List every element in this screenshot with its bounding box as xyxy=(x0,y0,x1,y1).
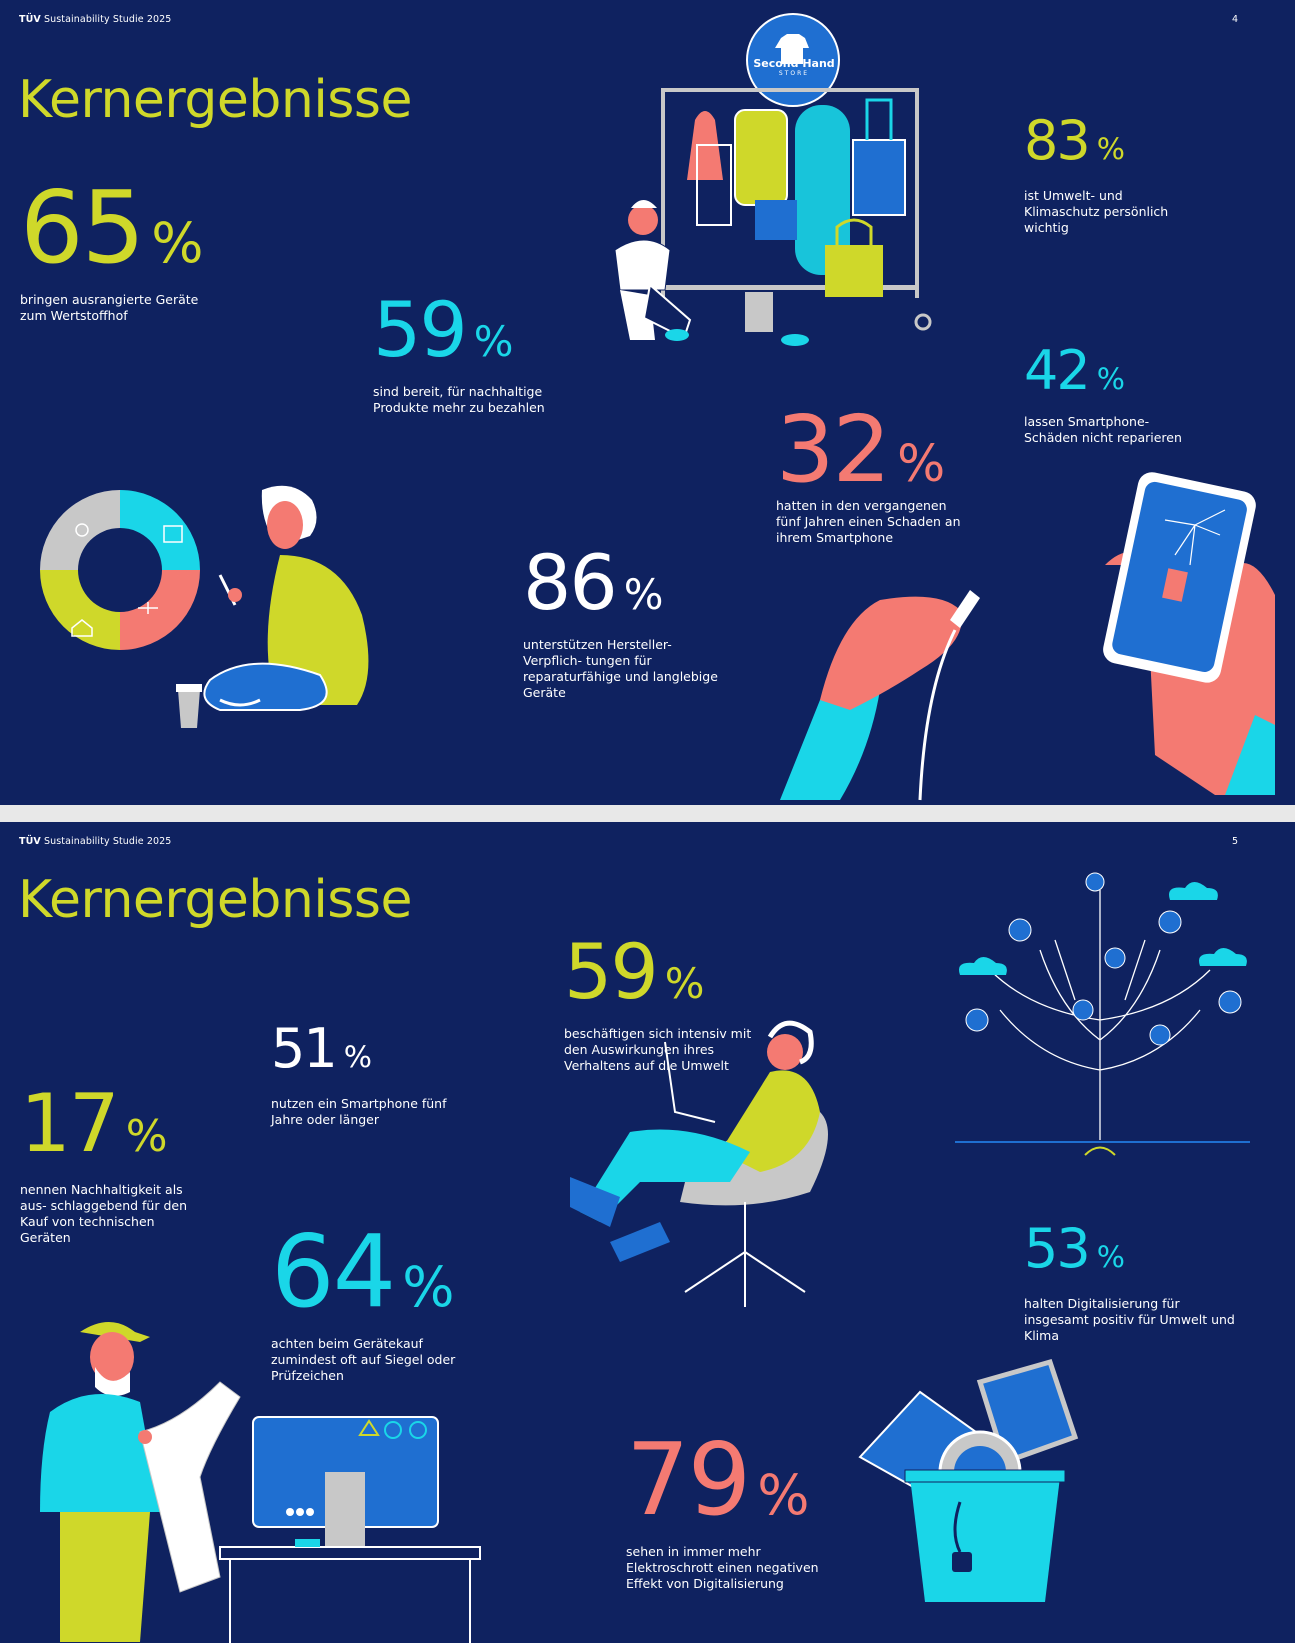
stat-manufacturer-obligations: 86% unterstützen Hersteller-Verpflich- t… xyxy=(523,538,718,701)
page-title: Kernergebnisse xyxy=(18,870,412,930)
stat-smartphone-five-years: 51% nutzen ein Smartphone fünf Jahre ode… xyxy=(271,1017,447,1128)
person-with-laptop-illustration xyxy=(570,1020,828,1307)
e-waste-bin-illustration xyxy=(858,1358,1079,1602)
stat-pay-more: 59% sind bereit, für nachhaltige Produkt… xyxy=(373,285,545,416)
circuit-tree-illustration xyxy=(955,872,1250,1156)
store-sign-text: Second Hand STORE xyxy=(753,57,835,77)
header-study: TÜV Sustainability Studie 2025 xyxy=(19,14,172,25)
stat-seals-certificates: 64% achten beim Gerätekauf zumindest oft… xyxy=(271,1213,456,1384)
cracked-phone-illustration xyxy=(1103,472,1275,795)
stat-climate-important: 83% ist Umwelt- und Klimaschutz persönli… xyxy=(1024,109,1169,236)
page-number: 5 xyxy=(1231,836,1238,847)
stat-e-waste-negative: 79% sehen in immer mehr Elektroschrott e… xyxy=(626,1421,819,1592)
stat-sustainability-decisive: 17% nennen Nachhaltigkeit als aus- schla… xyxy=(20,1077,188,1246)
person-with-phone-illustration xyxy=(176,485,369,728)
page-4: TÜV Sustainability Studie 2025 4 Kernerg… xyxy=(0,0,1295,805)
monitor-desk-illustration xyxy=(219,1416,481,1643)
stat-phone-damage: 32% hatten in den vergangenen fünf Jahre… xyxy=(776,396,961,546)
man-reading-paper-illustration xyxy=(40,1322,241,1642)
header-study: TÜV Sustainability Studie 2025 xyxy=(19,836,172,847)
second-hand-store-illustration xyxy=(614,13,932,346)
stat-digitalization-positive: 53% halten Digitalisierung für insgesamt… xyxy=(1024,1217,1235,1344)
page-5: TÜV Sustainability Studie 2025 5 Kernerg… xyxy=(0,822,1295,1643)
hand-with-cable-illustration xyxy=(780,590,980,801)
stat-recycling: 65% bringen ausrangierte Geräte zum Wert… xyxy=(20,169,204,324)
page-number: 4 xyxy=(1231,14,1238,25)
stat-environmental-impact: 59% beschäftigen sich intensiv mit den A… xyxy=(564,927,752,1074)
stat-no-repair: 42% lassen Smartphone-Schäden nicht repa… xyxy=(1024,339,1182,446)
donut-illustration xyxy=(40,490,200,650)
page-title: Kernergebnisse xyxy=(18,70,412,130)
